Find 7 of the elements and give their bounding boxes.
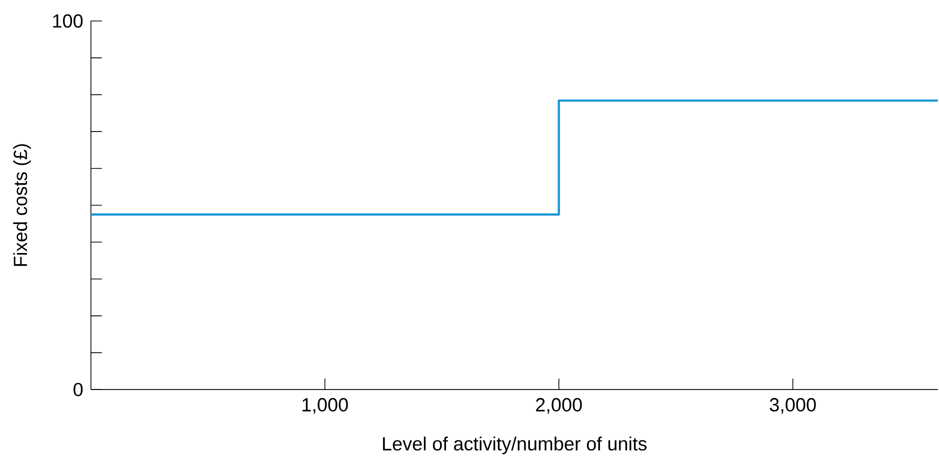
y-tick-label: 0 xyxy=(74,383,83,396)
y-axis-title: Fixed costs (£) xyxy=(13,144,31,266)
x-tick-label: 3,000 xyxy=(770,398,816,414)
y-tick-label: 100 xyxy=(53,14,83,28)
x-tick-label: 1,000 xyxy=(302,398,348,414)
x-axis-title: Level of activity/number of units xyxy=(383,436,647,454)
x-tick-label: 2,000 xyxy=(536,398,582,414)
